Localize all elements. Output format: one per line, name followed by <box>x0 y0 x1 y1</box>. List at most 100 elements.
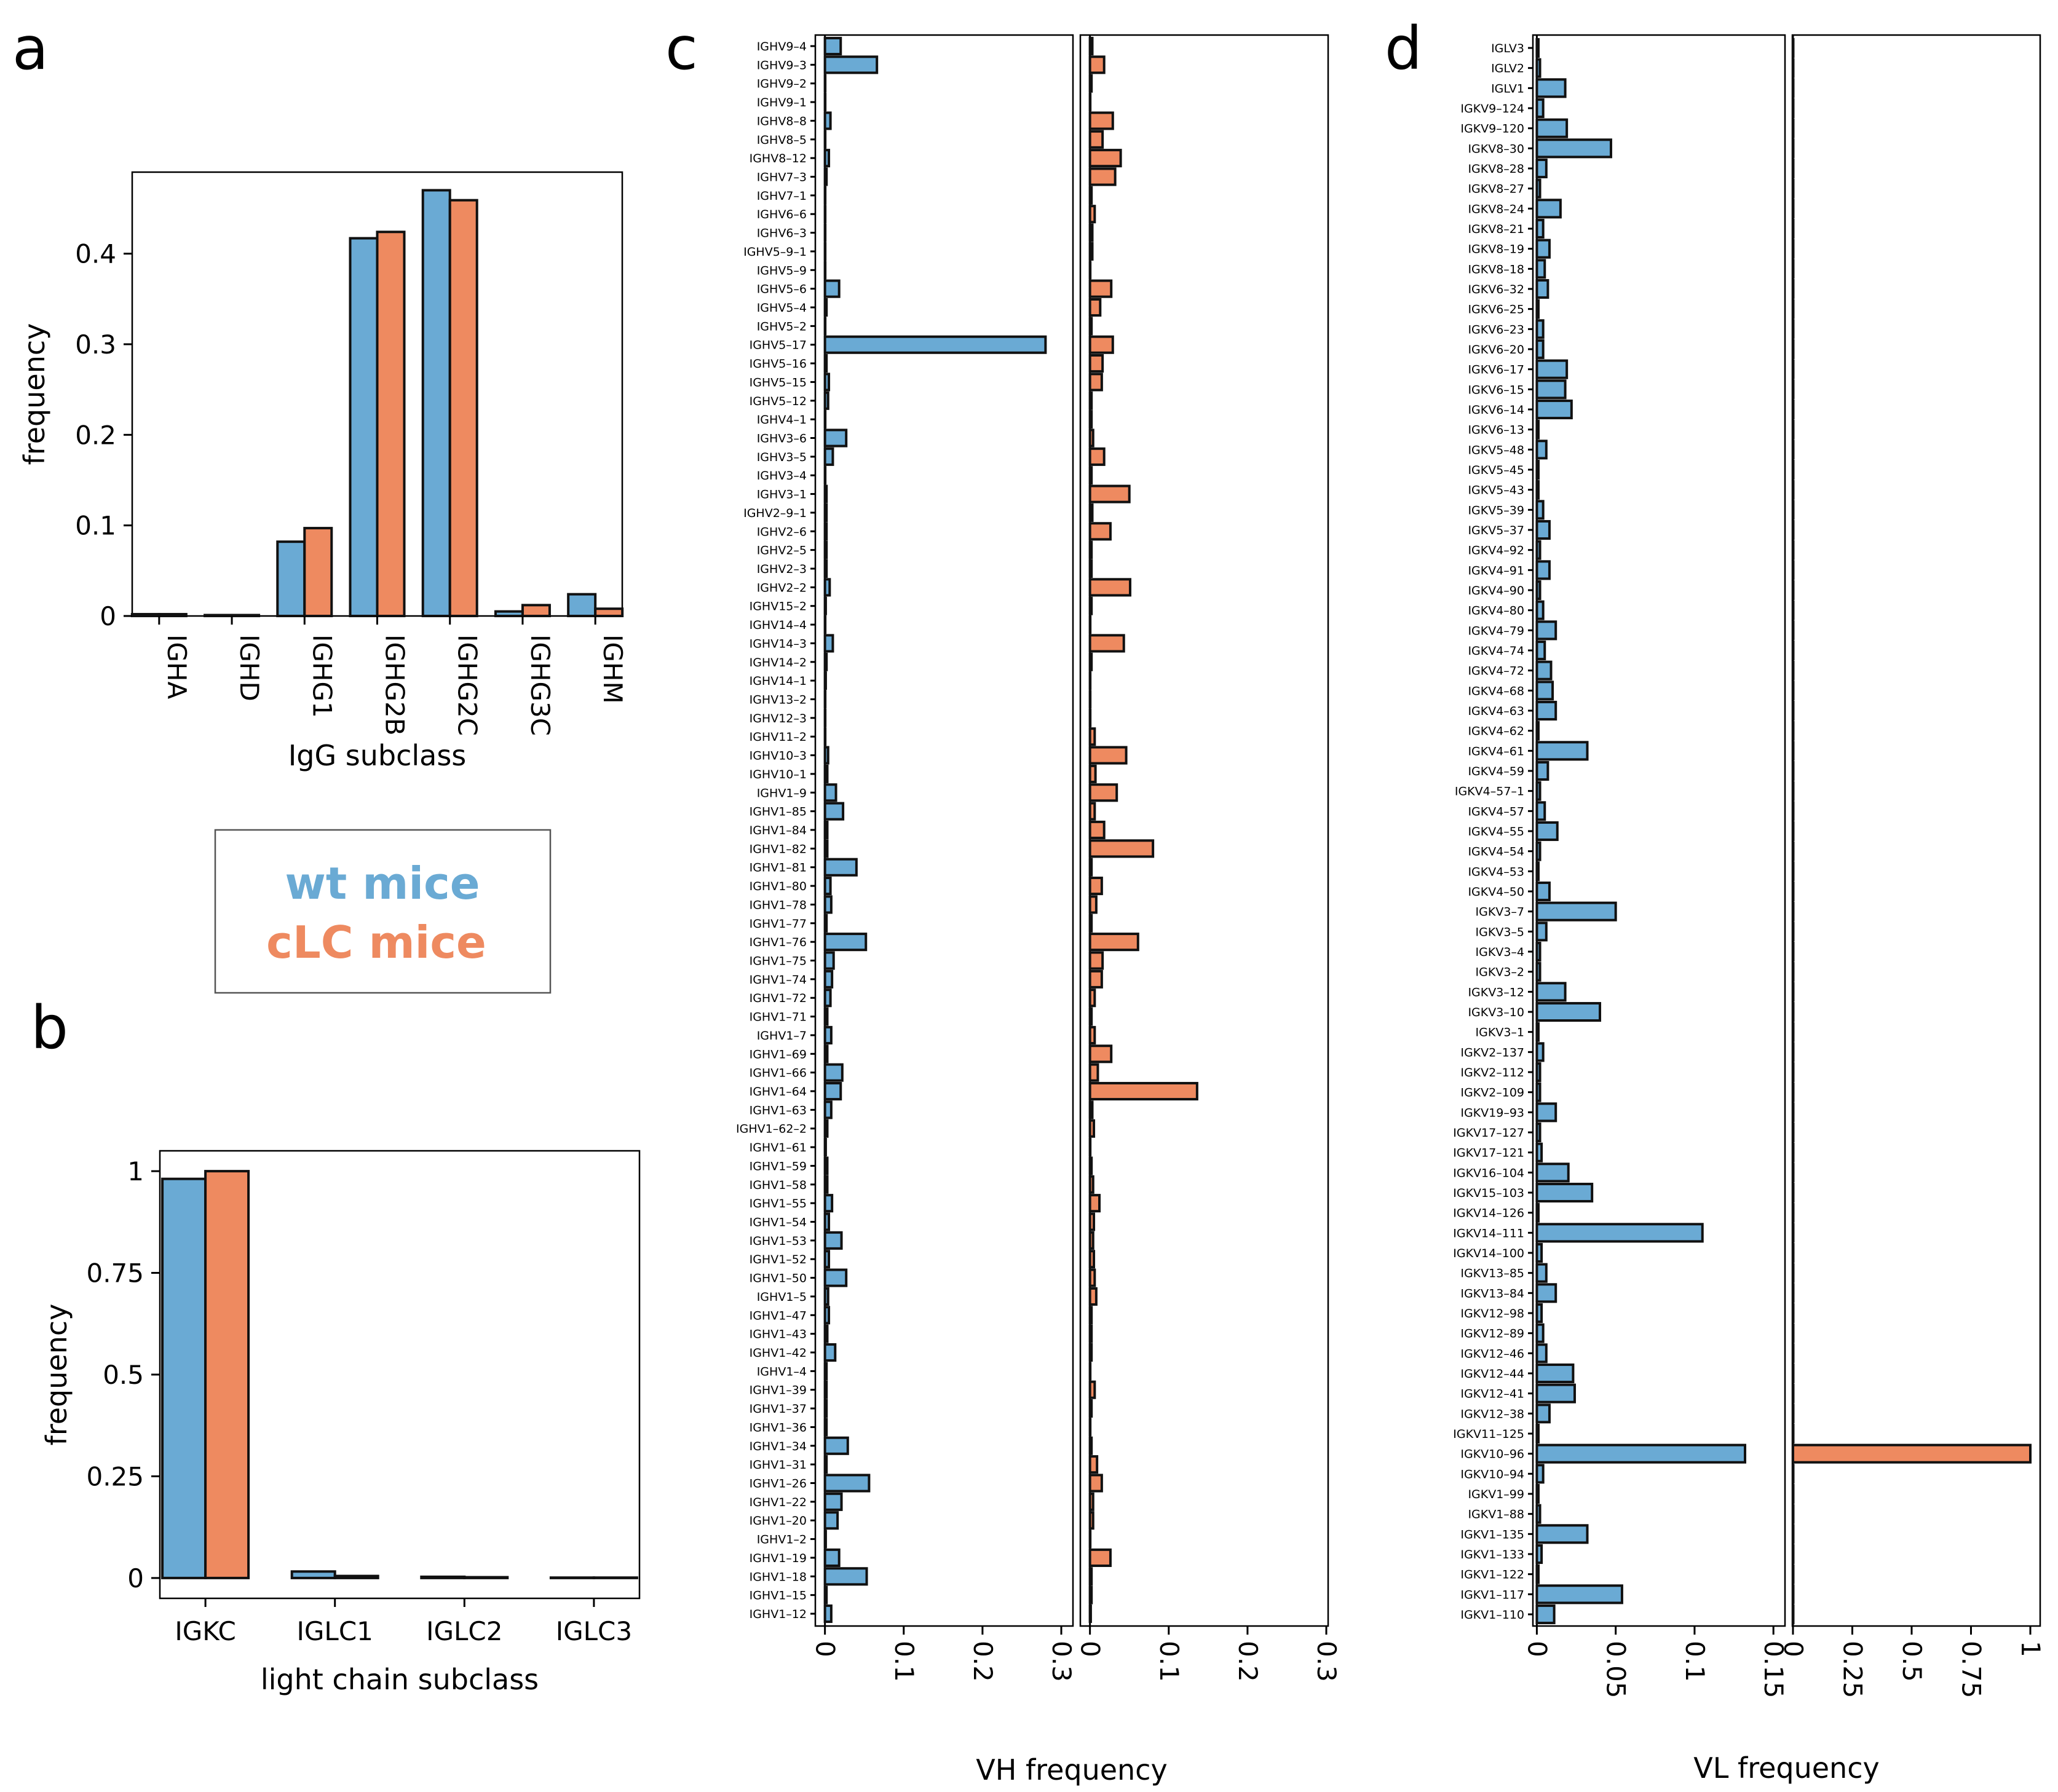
bar-clc-igkv4-62 <box>1791 720 1795 741</box>
y-tick-label-igkv4-62: IGKV4–62 <box>1468 725 1524 738</box>
wt-plot-frame <box>814 34 1074 1627</box>
bar-clc-ighv1-61 <box>1088 1138 1092 1157</box>
y-tick-label-ighv1-18: IGHV1–18 <box>750 1570 807 1584</box>
bar-clc-ighv5-12 <box>1088 391 1093 410</box>
bar-wt-ighv1-59 <box>823 1156 829 1175</box>
bar-wt-igkv3-10 <box>1535 1001 1602 1022</box>
bar-wt-igkv14-126 <box>1535 1202 1540 1223</box>
bar-wt-igkv10-94 <box>1535 1464 1545 1484</box>
bar-clc-igkv12-38 <box>1791 1403 1795 1424</box>
bar-wt-ighv1-81 <box>823 858 858 877</box>
y-tick-label-ighv14-2: IGHV14–2 <box>750 656 807 669</box>
bar-wt-igkc <box>161 1177 207 1579</box>
bar-wt-ighv1-43 <box>823 1324 829 1343</box>
y-tick-label-igkv9-124: IGKV9–124 <box>1460 102 1524 116</box>
bar-clc-ighv1-39 <box>1088 1380 1096 1399</box>
bar-clc-ighg2c <box>448 199 478 617</box>
bar-wt-igkv12-38 <box>1535 1403 1551 1424</box>
y-tick-label-ighv9-4: IGHV9–4 <box>757 40 807 53</box>
bar-clc-igkv1-135 <box>1791 1524 1795 1544</box>
bar-clc-ighv1-71 <box>1088 1007 1093 1026</box>
y-tick-label-ighv1-12: IGHV1–12 <box>750 1608 807 1621</box>
y-tick-label-igkv12-46: IGKV12–46 <box>1460 1347 1524 1360</box>
y-tick-label-igkv4-91: IGKV4–91 <box>1468 564 1524 577</box>
bar-wt-igkv8-30 <box>1535 138 1612 159</box>
bar-wt-ighv3-4 <box>823 466 827 485</box>
bar-wt-ighv2-5 <box>823 540 828 559</box>
bar-wt-igkv14-100 <box>1535 1242 1543 1263</box>
bar-wt-igkv3-12 <box>1535 982 1567 1002</box>
y-tick-label-ighv1-59: IGHV1–59 <box>750 1159 807 1173</box>
y-tick-label-ighv1-19: IGHV1–19 <box>750 1552 807 1565</box>
bar-wt-iglc3 <box>549 1576 595 1579</box>
bar-clc-igkv1-133 <box>1791 1544 1795 1565</box>
clc-plot-frame <box>1791 34 2041 1627</box>
y-tick-label-ighv1-43: IGHV1–43 <box>750 1328 807 1341</box>
x-tick-label: 0.2 <box>1233 1641 1263 1682</box>
y-tick-label-ighv1-66: IGHV1–66 <box>750 1067 807 1080</box>
y-tick-label-igkv5-39: IGKV5–39 <box>1468 503 1524 517</box>
bar-clc-ighv9-1 <box>1088 93 1092 112</box>
bar-clc-ighv1-47 <box>1088 1306 1093 1325</box>
bar-clc-ighv1-82 <box>1088 839 1155 858</box>
bar-wt-ighv1-72 <box>823 989 832 1008</box>
y-tick-label-ighv5-16: IGHV5–16 <box>750 357 807 371</box>
bar-clc-igkv2-112 <box>1791 1062 1795 1083</box>
bar-clc-ighv4-1 <box>1088 410 1093 429</box>
y-tick-label-igkv2-137: IGKV2–137 <box>1460 1046 1524 1059</box>
bar-clc-igkv12-89 <box>1791 1323 1795 1343</box>
bar-clc-iglv3 <box>1791 37 1795 58</box>
bar-clc-ighv5-9 <box>1088 261 1092 280</box>
bar-wt-ighv6-6 <box>823 205 827 224</box>
y-tick-label-ighv1-39: IGHV1–39 <box>750 1384 807 1397</box>
bar-wt-igkv4-57 <box>1535 801 1546 821</box>
y-tick-label-ighv5-2: IGHV5–2 <box>757 320 807 333</box>
y-tick-label-ighv2-3: IGHV2–3 <box>757 562 807 576</box>
bar-clc-ighv12-3 <box>1088 708 1092 727</box>
y-tick-label: 0.5 <box>103 1360 144 1390</box>
bar-wt-ighv1-15 <box>823 1585 828 1605</box>
y-tick-label-igkv1-133: IGKV1–133 <box>1460 1548 1524 1561</box>
bar-clc-igkv5-48 <box>1791 440 1795 460</box>
bar-wt-ighv1-66 <box>823 1063 844 1082</box>
bar-clc-igkv17-127 <box>1791 1122 1795 1143</box>
clc-plot-frame <box>1079 34 1329 1627</box>
y-tick-label-igkv12-44: IGKV12–44 <box>1460 1367 1524 1381</box>
bar-clc-igkv6-25 <box>1791 299 1795 319</box>
bar-wt-igkv6-25 <box>1535 299 1540 319</box>
bar-clc-ighv3-5 <box>1088 447 1106 466</box>
y-tick-label-igkv15-103: IGKV15–103 <box>1453 1186 1524 1200</box>
bar-clc-ighv1-63 <box>1088 1100 1094 1119</box>
bar-wt-igkv6-20 <box>1535 339 1545 360</box>
y-tick-label-igkv17-127: IGKV17–127 <box>1453 1126 1524 1140</box>
chart-a-igg-subclass: IGHA IGHD IGHG1 IGHG2B IGHG2C IGHG3C IGHM 0 0.1 0… <box>18 171 628 772</box>
bar-wt-ighv1-4 <box>823 1362 828 1381</box>
y-tick-label-ighv2-9-1: IGHV2–9–1 <box>743 507 807 520</box>
bar-clc-ighv5-2 <box>1088 317 1093 336</box>
bar-clc-igkv4-72 <box>1791 660 1795 681</box>
bar-clc-ighm <box>594 607 624 617</box>
y-tick-label-igkv13-84: IGKV13–84 <box>1460 1287 1524 1300</box>
bar-clc-ighv11-2 <box>1088 727 1096 746</box>
bar-wt-igkv3-1 <box>1535 1022 1540 1042</box>
x-tick-label: 0.75 <box>1956 1641 1986 1699</box>
y-tick-label-igkv6-20: IGKV6–20 <box>1468 343 1524 357</box>
bar-wt-ighv1-39 <box>823 1380 828 1399</box>
bar-wt-igkv2-137 <box>1535 1042 1545 1062</box>
bar-wt-ighv2-2 <box>823 578 831 597</box>
bar-clc-igkv15-103 <box>1791 1182 1795 1203</box>
x-tick-label: 0.2 <box>968 1641 998 1682</box>
bar-wt-ighv2-6 <box>823 522 828 541</box>
bar-clc-igkv8-21 <box>1791 218 1795 239</box>
x-tick-label: 0 <box>1778 1641 1808 1657</box>
x-tick-label-igkc: IGKC <box>175 1616 236 1646</box>
bar-wt-ighv10-1 <box>823 764 829 783</box>
bar-clc-ighv1-26 <box>1088 1474 1103 1493</box>
bar-clc-igkv6-14 <box>1791 399 1795 420</box>
y-tick-label-ighv14-1: IGHV14–1 <box>750 674 807 688</box>
y-tick-label: 0.4 <box>75 239 116 269</box>
bar-wt-ighv9-4 <box>823 36 842 56</box>
bar-clc-ighv7-1 <box>1088 186 1093 205</box>
bar-clc-ighv1-55 <box>1088 1194 1101 1213</box>
y-tick-label-iglv2: IGLV2 <box>1491 62 1524 76</box>
